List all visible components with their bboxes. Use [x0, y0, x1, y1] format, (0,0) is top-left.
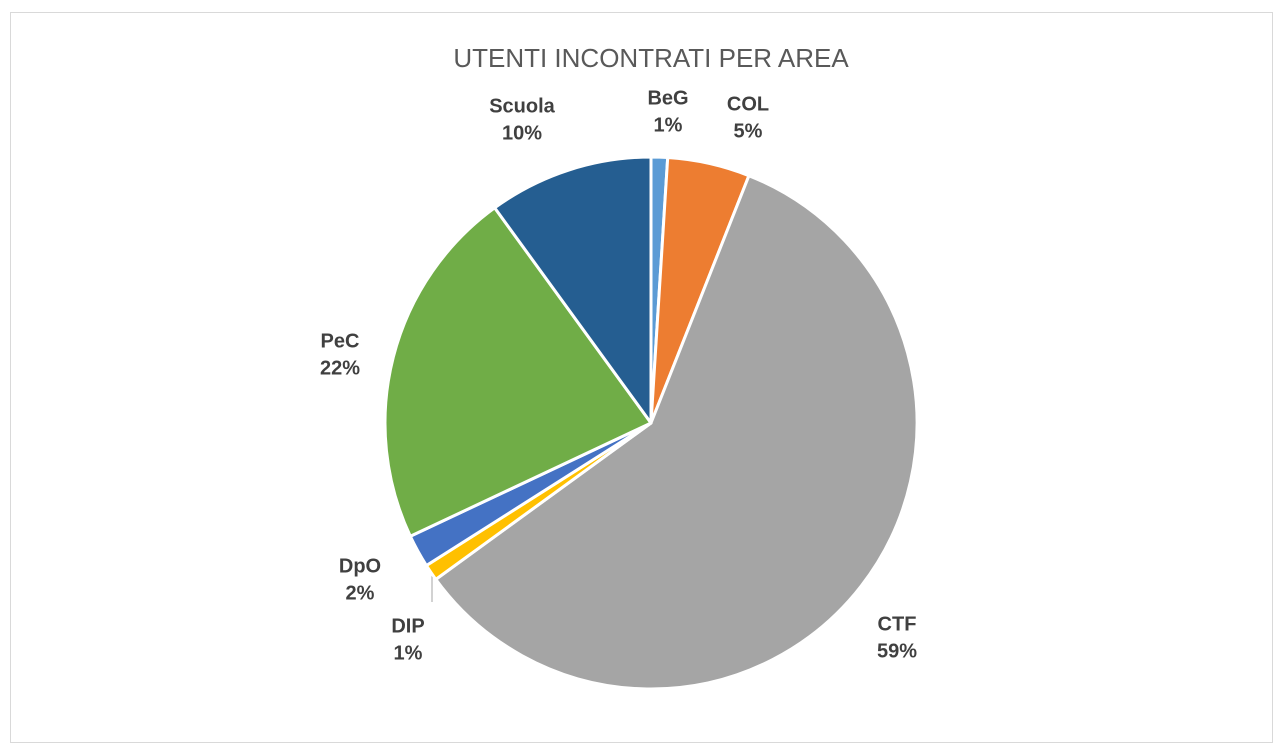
pie-slice: [493, 155, 653, 425]
chart-title: UTENTI INCONTRATI PER AREA: [453, 43, 849, 73]
slice-value-label: 2%: [346, 582, 375, 604]
slice-value-label: 22%: [320, 357, 360, 379]
slice-value-label: 1%: [394, 642, 423, 664]
slice-label: PeC: [321, 330, 360, 352]
pie-slice: [383, 206, 653, 538]
slice-value-label: 59%: [877, 640, 917, 662]
slice-label: DIP: [391, 615, 424, 637]
slice-label: BeG: [647, 87, 688, 109]
slice-label: Scuola: [489, 95, 555, 117]
slice-label: COL: [727, 93, 769, 115]
pie-slice: [434, 174, 919, 691]
slice-label: CTF: [878, 613, 917, 635]
slice-label: DpO: [339, 555, 381, 577]
slice-value-label: 1%: [654, 114, 683, 136]
slice-value-label: 10%: [502, 122, 542, 144]
slice-value-label: 5%: [734, 120, 763, 142]
